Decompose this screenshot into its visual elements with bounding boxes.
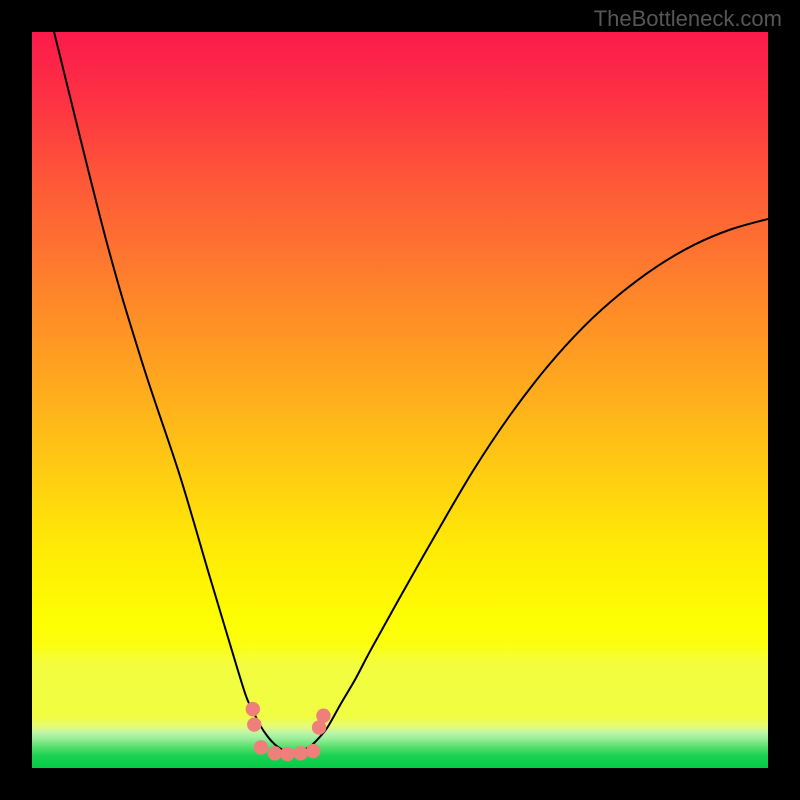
- curve-marker: [247, 717, 261, 731]
- curve-marker: [280, 747, 294, 761]
- plot-area: [32, 32, 768, 768]
- plot-svg: [32, 32, 768, 768]
- curve-marker: [316, 709, 330, 723]
- plot-background: [32, 32, 768, 768]
- chart-container: TheBottleneck.com: [0, 0, 800, 800]
- curve-marker: [268, 746, 282, 760]
- curve-marker: [246, 702, 260, 716]
- curve-marker: [293, 746, 307, 760]
- curve-marker: [306, 744, 320, 758]
- curve-marker: [254, 740, 268, 754]
- watermark-text: TheBottleneck.com: [594, 6, 782, 32]
